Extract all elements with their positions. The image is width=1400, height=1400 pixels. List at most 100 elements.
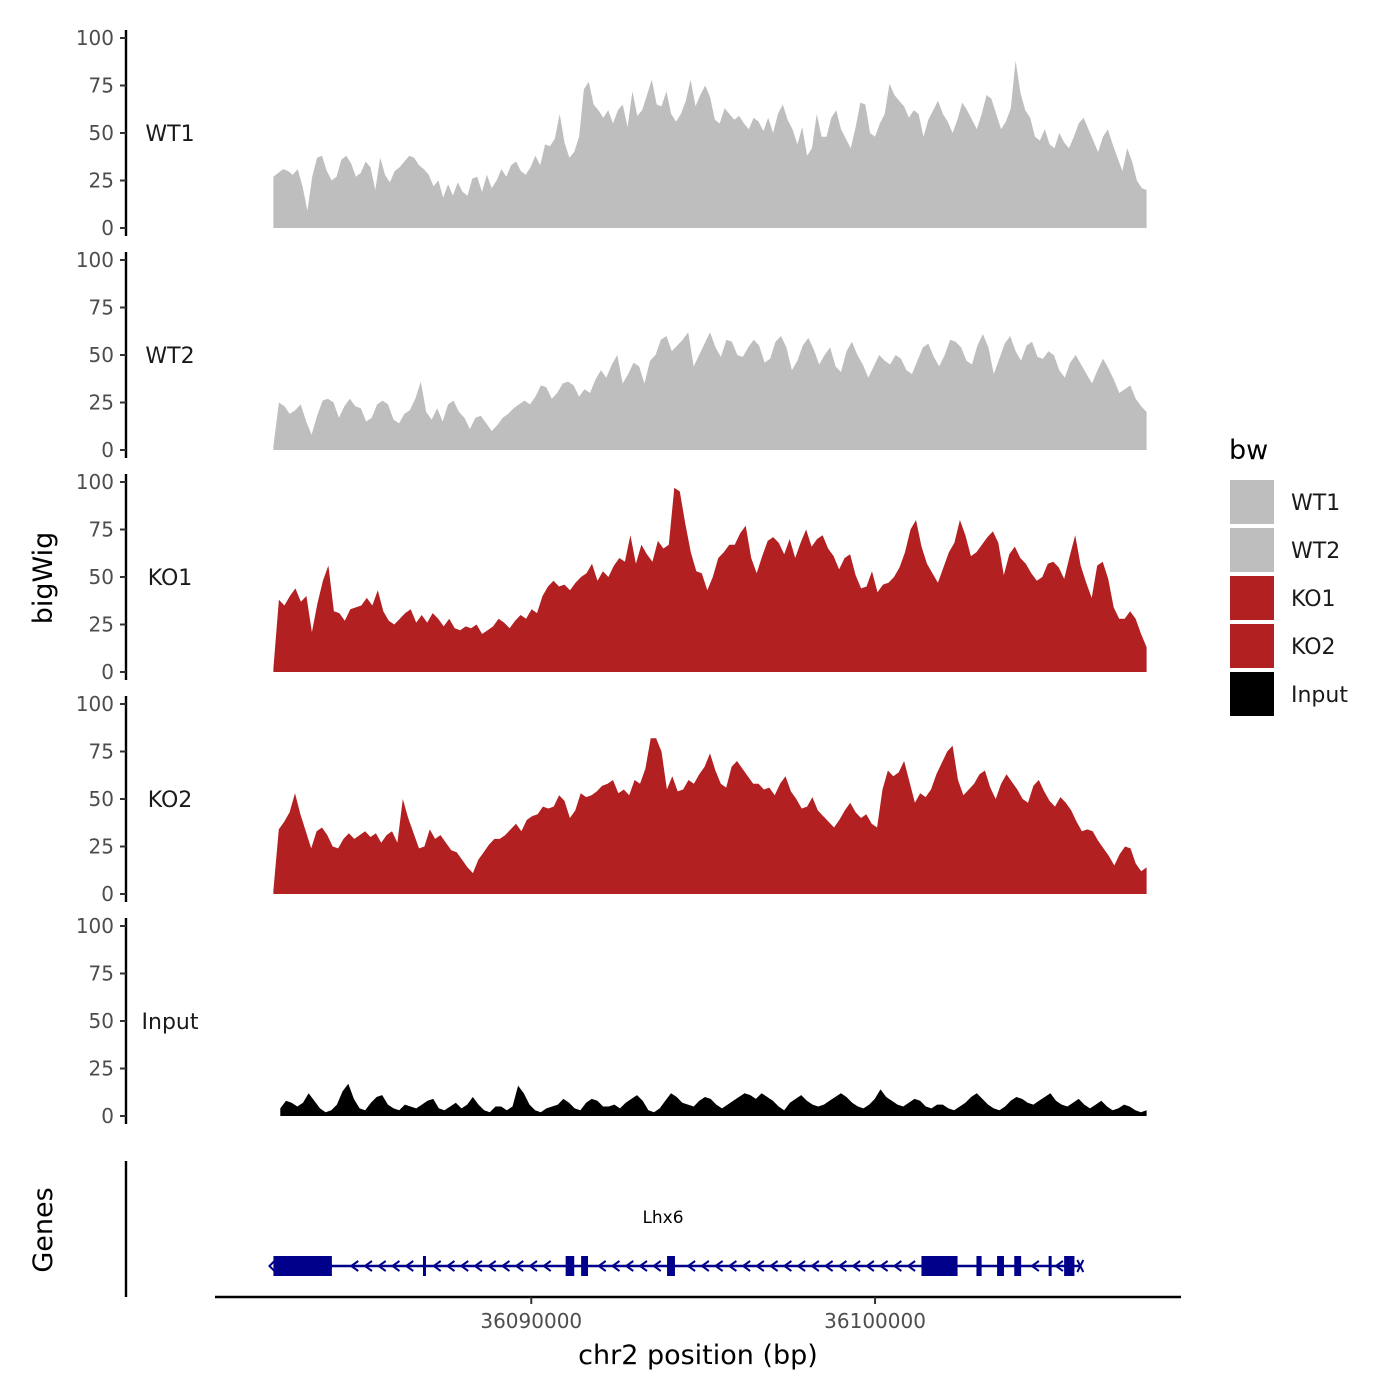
y-tick-label: 75 [89,296,114,320]
strand-arrow [700,1260,710,1272]
gene-exon [422,1256,426,1276]
gene-exon [1014,1256,1022,1276]
y-tick-label: 100 [76,470,114,494]
strand-arrow [727,1260,737,1272]
strand-arrow [638,1260,648,1272]
strand-arrow [404,1260,414,1272]
strand-arrow [473,1260,483,1272]
legend-swatch-ko1 [1230,576,1274,620]
strand-arrow [652,1260,662,1272]
strand-arrow [445,1260,456,1272]
y-tick-label: 100 [76,692,114,716]
strand-arrow [514,1260,524,1272]
strand-arrow [823,1260,834,1272]
legend-swatch-input [1230,672,1274,716]
track-label: KO2 [148,788,193,813]
gene-exon [565,1256,575,1276]
strand-arrow [713,1260,724,1272]
strand-arrow [796,1260,806,1272]
strand-arrow [878,1260,889,1272]
track-panel-ko2: 0 25 50 75 100 KO2 [76,692,1147,906]
x-axis: 36090000 36100000 [215,1295,1181,1333]
strand-arrow [597,1260,607,1272]
y-tick-label: 75 [89,962,114,986]
legend-label: Input [1291,683,1348,708]
gene-exon [273,1256,332,1276]
legend-title: bw [1229,435,1268,466]
strand-arrow [1076,1259,1085,1273]
gene-exon [1048,1256,1052,1276]
y-tick-label: 100 [76,914,114,938]
signal-area-input [280,1083,1147,1116]
strand-arrow [906,1260,916,1272]
y-tick-label: 25 [89,391,114,415]
x-tick-label: 36090000 [480,1309,582,1333]
strand-arrow [459,1260,469,1272]
y-tick-label: 100 [76,26,114,50]
strand-arrow [892,1260,902,1272]
gene-track-panel: Lhx6 [124,1161,1085,1297]
legend-label: WT1 [1291,491,1340,516]
legend-label: WT2 [1291,539,1340,564]
y-axis-title: bigWig [28,532,59,625]
y-tick-label: 50 [89,1009,114,1033]
y-tick-label: 0 [101,216,114,240]
y-tick-label: 50 [89,121,114,145]
track-panel-wt1: 0 25 50 75 100 WT1 [76,26,1147,240]
y-tick-label: 75 [89,74,114,98]
track-panel-input: 0 25 50 75 100 Input [76,914,1147,1128]
track-label: WT1 [145,122,194,147]
signal-area-ko2 [273,738,1147,894]
y-tick-label: 0 [101,660,114,684]
strand-arrow [363,1260,373,1272]
gene-exon [976,1256,982,1276]
gene-exon [667,1256,675,1276]
y-tick-label: 0 [101,438,114,462]
strand-arrow [755,1260,765,1272]
legend-label: KO2 [1291,635,1336,660]
x-axis-title: chr2 position (bp) [578,1340,818,1371]
strand-arrow [610,1260,621,1272]
strand-arrow [1030,1260,1040,1272]
x-tick-label: 36100000 [824,1309,926,1333]
gene-exon [921,1256,958,1276]
legend-swatch-ko2 [1230,624,1274,668]
y-tick-label: 25 [89,169,114,193]
y-tick-label: 100 [76,248,114,272]
y-tick-label: 75 [89,740,114,764]
signal-area-wt1 [273,60,1147,228]
strand-arrow [268,1259,277,1273]
strand-arrow [432,1260,442,1272]
track-label: KO1 [148,566,193,591]
strand-arrow [768,1260,779,1272]
y-tick-label: 0 [101,1104,114,1128]
track-panel-ko1: 0 25 50 75 100 KO1 [76,470,1147,684]
strand-arrow [851,1260,861,1272]
strand-arrow [349,1260,359,1272]
strand-arrow [686,1260,696,1272]
y-tick-label: 25 [89,1057,114,1081]
legend: bw WT1 WT2 KO1 KO2 Input [1229,435,1348,716]
strand-arrow [865,1260,875,1272]
legend-label: KO1 [1291,587,1336,612]
signal-area-wt2 [273,332,1147,450]
signal-area-ko1 [273,487,1147,672]
y-tick-label: 50 [89,565,114,589]
y-tick-label: 50 [89,787,114,811]
y-tick-label: 25 [89,835,114,859]
y-tick-label: 25 [89,613,114,637]
gene-exon [997,1256,1004,1276]
legend-swatch-wt2 [1230,528,1274,572]
signal-panels: 0255075100WT10255075100WT20255075100KO10… [76,26,1147,1128]
legend-swatch-wt1 [1230,480,1274,524]
gene-track-title: Genes [28,1187,59,1272]
y-tick-label: 75 [89,518,114,542]
track-panel-wt2: 0 25 50 75 100 WT2 [76,248,1147,462]
strand-arrow [837,1260,847,1272]
strand-arrow [542,1260,552,1272]
strand-arrow [487,1260,497,1272]
gene-exon [1064,1256,1075,1276]
strand-arrow [741,1260,751,1272]
strand-arrow [624,1260,634,1272]
